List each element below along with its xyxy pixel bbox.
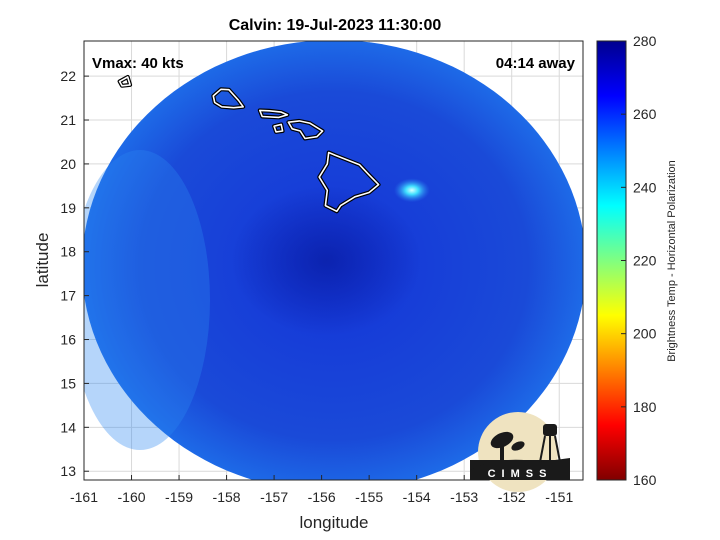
x-tick-label: -153 (450, 489, 478, 505)
y-tick-label: 21 (60, 112, 76, 128)
logo-dish-icon (490, 431, 514, 449)
x-axis-label: longitude (299, 513, 368, 532)
y-tick-label: 19 (60, 200, 76, 216)
y-axis: 13 14 15 16 17 18 19 20 21 22 (60, 68, 89, 479)
warm-hot-spot (393, 178, 430, 203)
plot-area (83, 40, 584, 481)
y-tick-label: 17 (60, 288, 76, 304)
colorbar-tick-label: 240 (633, 179, 657, 195)
y-tick-label: 14 (60, 419, 76, 435)
colorbar-tick-label: 200 (633, 326, 657, 342)
x-tick-label: -156 (308, 489, 336, 505)
colorbar-tick-label: 260 (633, 106, 657, 122)
colorbar-tick-label: 280 (633, 33, 657, 49)
colorbar: 160 180 200 220 240 260 280 Brightness Temp - … (596, 33, 678, 488)
cimss-logo: CIMSS (470, 412, 570, 492)
logo-text: CIMSS (488, 468, 553, 480)
x-tick-label: -152 (498, 489, 526, 505)
colorbar-tick-label: 160 (633, 472, 657, 488)
x-tick-label: -159 (165, 489, 193, 505)
y-axis-label: latitude (33, 233, 52, 288)
x-tick-label: -161 (70, 489, 98, 505)
x-tick-label: -157 (260, 489, 288, 505)
x-tick-label: -158 (213, 489, 241, 505)
logo-tower-legs (539, 435, 561, 463)
colorbar-ticks: 160 180 200 220 240 260 280 (621, 33, 657, 488)
island-coast-niihau (118, 76, 131, 87)
x-axis: -161 -160 -159 -158 -157 -156 -155 -154 -153 -152… (70, 475, 573, 505)
x-tick-label: -154 (403, 489, 431, 505)
island-coast-oahu (212, 88, 244, 109)
x-tick-label: -160 (118, 489, 146, 505)
x-tick-label: -155 (355, 489, 383, 505)
logo-tower-tank (543, 424, 557, 436)
colorbar-tick-label: 220 (633, 253, 657, 269)
y-tick-label: 18 (60, 244, 76, 260)
island-coast-molokai (259, 109, 289, 119)
y-tick-label: 15 (60, 375, 76, 391)
vmax-label: Vmax: 40 kts (92, 55, 184, 72)
x-tick-label: -151 (545, 489, 573, 505)
colorbar-tick-label: 180 (633, 399, 657, 415)
y-tick-label: 13 (60, 463, 76, 479)
chart-title: Calvin: 19-Jul-2023 11:30:00 (229, 17, 442, 34)
y-tick-label: 22 (60, 68, 76, 84)
coastlines (117, 75, 381, 214)
logo-hill (470, 458, 570, 470)
island-coast-lanai (273, 123, 284, 133)
plot-frame (83, 40, 584, 481)
y-tick-label: 20 (60, 156, 76, 172)
island-coast-maui (287, 120, 324, 140)
y-tick-label: 16 (60, 332, 76, 348)
logo-dish-stand (500, 443, 504, 463)
logo-dish-small-icon (511, 441, 525, 451)
time-away-label: 04:14 away (496, 55, 576, 72)
island-coast-hawaii (318, 151, 380, 213)
swath-light-band (84, 150, 210, 450)
storm-center-cold-region (231, 185, 422, 336)
colorbar-label: Brightness Temp - Horizontal Polarizatio… (666, 160, 678, 362)
